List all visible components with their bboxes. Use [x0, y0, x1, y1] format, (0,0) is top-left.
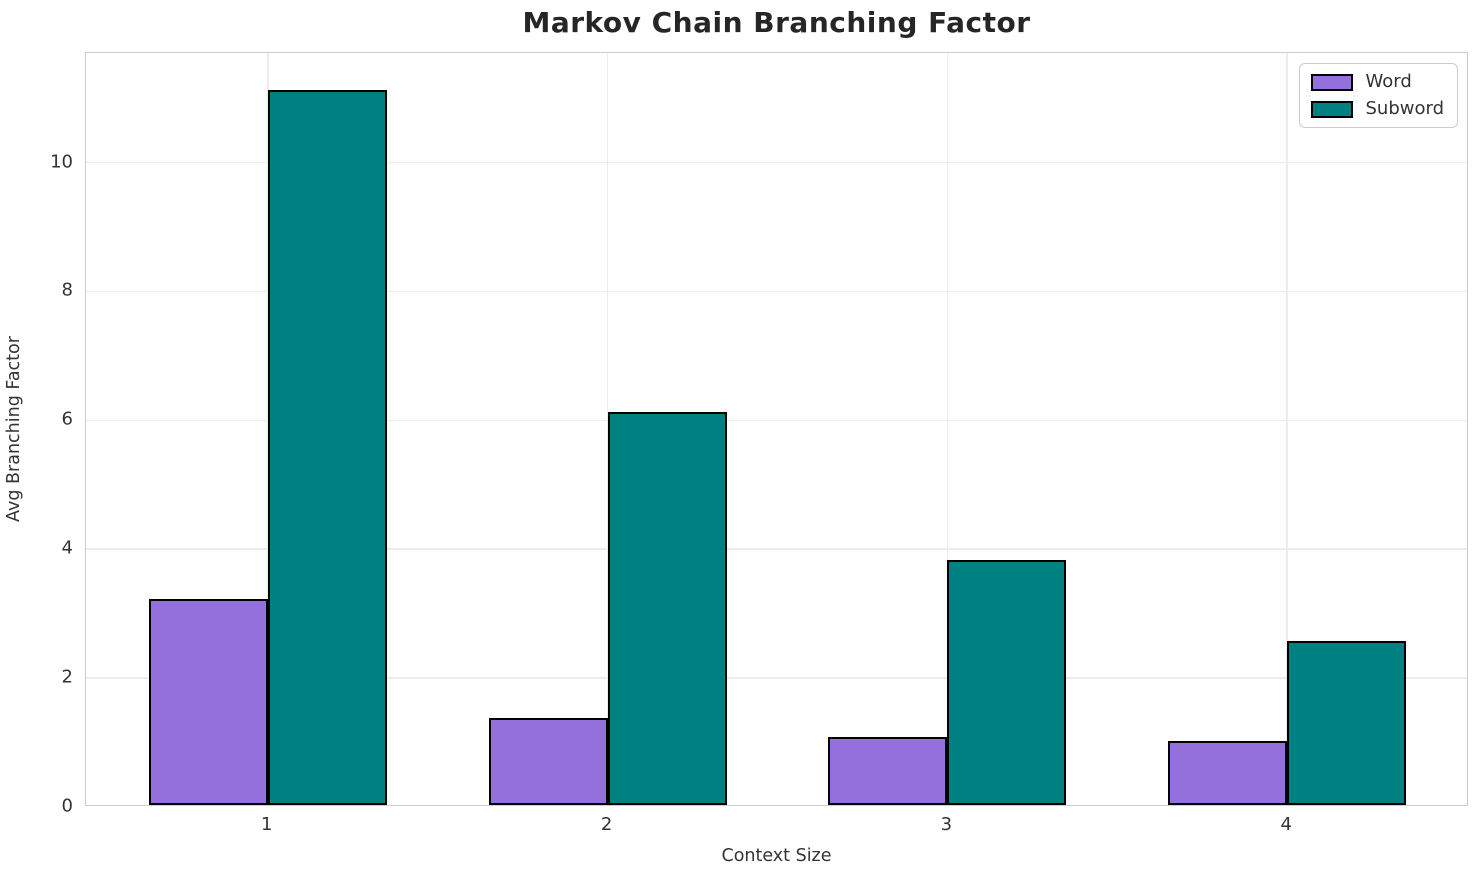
bar-subword-3	[947, 560, 1067, 805]
plot-area: Word Subword	[85, 52, 1468, 806]
bar-subword-4	[1287, 640, 1407, 805]
bar-word-1	[148, 598, 268, 805]
bar-word-2	[488, 718, 608, 805]
y-tick-label: 0	[61, 795, 73, 817]
gridline-horizontal	[86, 290, 1467, 293]
gridline-vertical	[946, 53, 949, 805]
chart-title: Markov Chain Branching Factor	[522, 6, 1031, 39]
legend-label-subword: Subword	[1365, 98, 1444, 119]
y-axis-label: Avg Branching Factor	[4, 336, 24, 522]
y-tick-label: 10	[50, 151, 73, 173]
gridline-horizontal	[86, 161, 1467, 164]
gridline-horizontal	[86, 548, 1467, 550]
bar-subword-1	[267, 89, 387, 805]
legend-row-word: Word	[1311, 73, 1444, 91]
x-axis-label: Context Size	[721, 846, 832, 866]
legend-row-subword: Subword	[1311, 100, 1444, 118]
bar-word-4	[1168, 740, 1288, 805]
gridline-vertical	[1286, 53, 1288, 805]
x-tick-label: 1	[261, 814, 273, 835]
y-tick-label: 8	[61, 279, 73, 301]
y-tick-label: 4	[61, 537, 73, 559]
gridline-horizontal	[86, 677, 1467, 679]
legend: Word Subword	[1299, 63, 1458, 128]
y-tick-label: 6	[61, 408, 73, 430]
legend-swatch-word	[1311, 73, 1354, 91]
x-tick-label: 3	[940, 814, 953, 835]
x-tick-label: 2	[600, 814, 613, 835]
y-tick-label: 2	[61, 666, 73, 688]
legend-label-word: Word	[1365, 71, 1412, 92]
bar-word-3	[828, 737, 948, 805]
bar-subword-2	[607, 411, 727, 805]
legend-swatch-subword	[1311, 100, 1354, 118]
gridline-horizontal	[86, 419, 1467, 422]
x-tick-label: 4	[1280, 814, 1292, 835]
